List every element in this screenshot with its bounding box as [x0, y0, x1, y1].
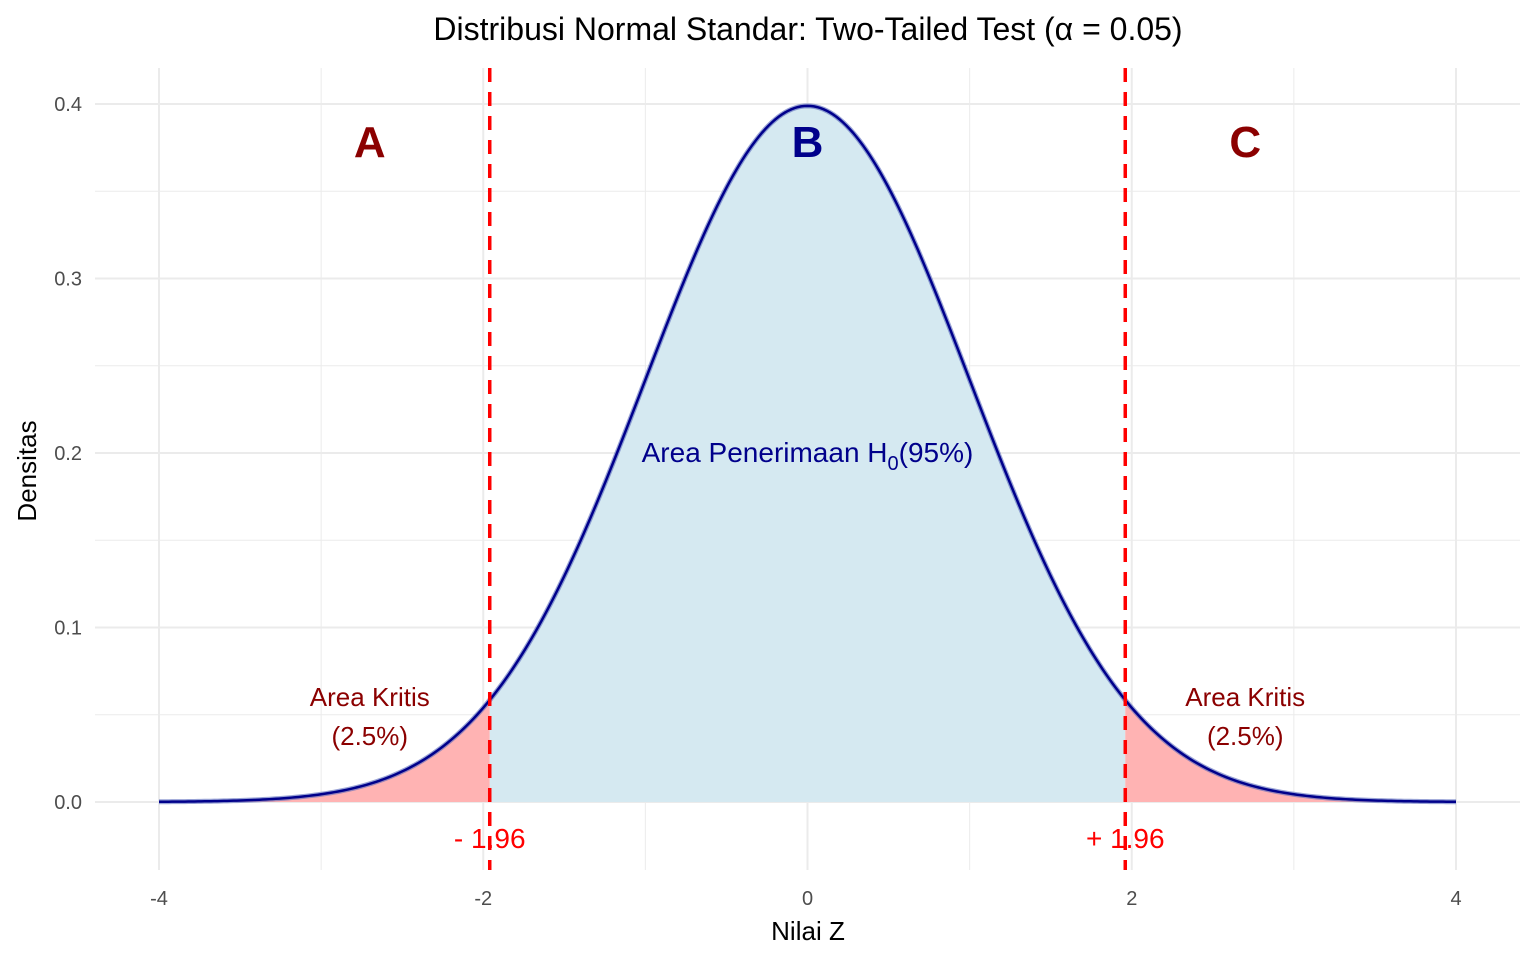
- x-tick-label: -4: [150, 888, 168, 910]
- y-tick-label: 0.1: [54, 618, 82, 640]
- curve-layer: [158, 103, 1457, 805]
- region-letter-c: C: [1229, 118, 1261, 167]
- y-axis-label: Densitas: [12, 420, 42, 521]
- critical-value-label: - 1.96: [454, 823, 526, 854]
- areas: [159, 105, 1456, 803]
- y-tick-label: 0.3: [54, 269, 82, 291]
- critical-area-percent: (2.5%): [331, 721, 408, 751]
- acceptance-label-main: Area Penerimaan H: [642, 437, 888, 468]
- x-tick-label: -2: [474, 888, 492, 910]
- acceptance-area-label: Area Penerimaan H0(95%): [642, 437, 974, 475]
- y-tick-label: 0.0: [54, 792, 82, 814]
- ticks: -4 -2 0 2 4 0.0 0.1 0.2 0.3 0.4: [54, 94, 1461, 910]
- acceptance-label-percent: (95%): [899, 437, 974, 468]
- region-a-fill: [159, 700, 490, 802]
- critical-area-percent: (2.5%): [1207, 721, 1284, 751]
- critical-area-label: Area Kritis: [310, 682, 430, 712]
- x-axis-label: Nilai Z: [771, 916, 845, 946]
- critical-lines: [487, 68, 1128, 870]
- x-tick-label: 2: [1126, 888, 1137, 910]
- critical-area-label: Area Kritis: [1185, 682, 1305, 712]
- chart-title: Distribusi Normal Standar: Two-Tailed Te…: [433, 11, 1182, 47]
- annotations: A Area Kritis (2.5%) B Area Penerimaan H0(95…: [310, 118, 1305, 854]
- region-letter-a: A: [354, 118, 386, 167]
- critical-value-label: + 1.96: [1086, 823, 1165, 854]
- region-letter-b: B: [792, 118, 824, 167]
- y-tick-label: 0.2: [54, 443, 82, 465]
- acceptance-label-subscript: 0: [888, 453, 899, 475]
- x-tick-label: 4: [1450, 888, 1461, 910]
- density-curve: [158, 104, 1457, 804]
- region-c-fill: [1125, 700, 1456, 802]
- y-tick-label: 0.4: [54, 94, 82, 116]
- x-tick-label: 0: [802, 888, 813, 910]
- region-b-fill: [489, 105, 1126, 803]
